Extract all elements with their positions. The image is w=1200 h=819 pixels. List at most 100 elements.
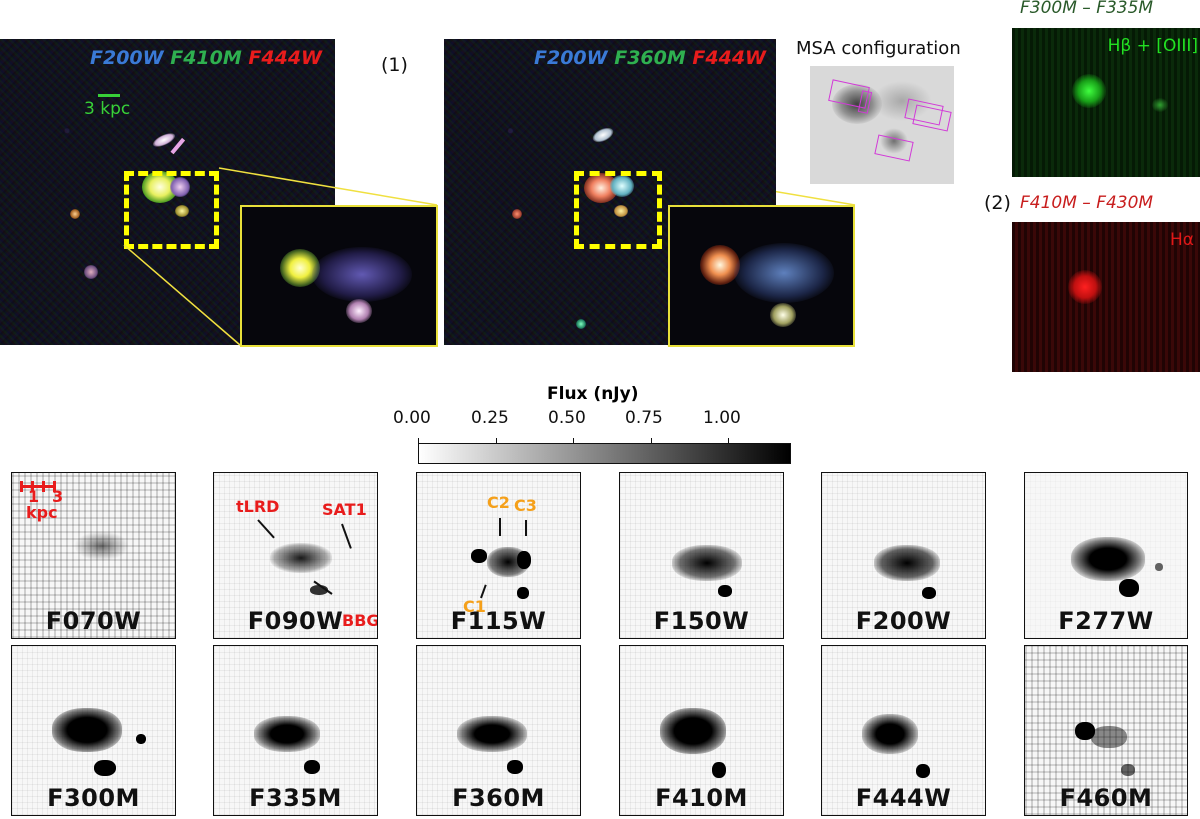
- noise: [1025, 646, 1187, 815]
- tick-label: 1.00: [703, 408, 741, 428]
- tick-mark: [651, 438, 652, 444]
- zoom-inset-2: [668, 205, 855, 347]
- galaxy-companion: [610, 175, 634, 197]
- source: [874, 545, 940, 581]
- source: [74, 531, 129, 561]
- extended-emission: [312, 247, 412, 302]
- scale-bar-label: 3 kpc: [84, 99, 131, 119]
- cutout-F335M: F335M: [213, 645, 378, 816]
- emission-map-hbeta-oiii: Hβ + [OIII]: [1012, 28, 1200, 177]
- scale-tick-3: 3: [52, 487, 64, 506]
- source: [52, 708, 122, 752]
- filter-label: F444W: [855, 784, 952, 812]
- field-source: [84, 265, 98, 279]
- emission-source: [1072, 74, 1106, 108]
- annotation-C1: C1: [463, 597, 486, 616]
- source: [254, 716, 320, 752]
- arrow-icon: [499, 518, 501, 536]
- bbg-source: [712, 762, 726, 778]
- annotation-tLRD: tLRD: [236, 497, 280, 516]
- cutout-F300M: F300M: [11, 645, 176, 816]
- cutout-F444W: F444W: [821, 645, 986, 816]
- bbg-source: [718, 585, 732, 597]
- colorbar: [418, 438, 791, 464]
- emission-map-halpha: Hα: [1012, 222, 1200, 372]
- filter-blue: F200W: [534, 47, 608, 69]
- tLRD-source: [700, 245, 740, 285]
- emission-title-green: F300M – F335M: [1020, 0, 1154, 18]
- bbg-source: [94, 760, 116, 776]
- cutout-F090W: tLRD SAT1 BBG F090W: [213, 472, 378, 639]
- extended-emission: [734, 243, 834, 303]
- emission-title-red: F410M – F430M: [1020, 193, 1154, 213]
- cutout-F360M: F360M: [416, 645, 581, 816]
- field-source: [576, 319, 586, 329]
- filter-label: F070W: [45, 607, 142, 635]
- tick-label: 0.25: [471, 408, 509, 428]
- tick-label: 0.00: [393, 408, 431, 428]
- colorbar-ticks: 0.00 0.25 0.50 0.75 1.00: [380, 408, 820, 432]
- filter-label: F410M: [655, 784, 748, 812]
- scale-unit: kpc: [26, 503, 58, 522]
- msa-slit: [912, 104, 952, 132]
- filter-label: F460M: [1059, 784, 1153, 812]
- scale-bar-line: [98, 94, 120, 97]
- emission-source: [1068, 270, 1102, 304]
- source: [660, 708, 726, 754]
- rgb-image-panel-1: F200W F410M F444W 3 kpc: [0, 39, 335, 345]
- source: [862, 714, 918, 754]
- emission-line-label: Hβ + [OIII]: [1107, 36, 1198, 56]
- source: [672, 545, 742, 581]
- annotation-C2: C2: [487, 493, 510, 512]
- galaxy-companion: [170, 177, 190, 197]
- zoom-region-box: [574, 171, 662, 249]
- cutout-F410M: F410M: [619, 645, 784, 816]
- sat1-source: [136, 734, 146, 744]
- tick-mark: [418, 438, 419, 444]
- scale-bar-icon: [20, 481, 56, 492]
- field-source: [512, 209, 522, 219]
- source-faint: [1091, 726, 1127, 748]
- tick-mark: [728, 438, 729, 444]
- msa-source: [872, 81, 932, 121]
- panel-label-2: (2): [984, 192, 1011, 214]
- tick-label: 0.75: [625, 408, 663, 428]
- filter-green: F360M: [614, 47, 686, 69]
- bbg-source: [507, 760, 523, 774]
- bbg-source: [922, 587, 936, 599]
- cutout-F200W: F200W: [821, 472, 986, 639]
- msa-configuration-image: [810, 66, 954, 184]
- tick-mark: [573, 438, 574, 444]
- arrow-icon: [525, 520, 527, 536]
- cutout-F115W: C2 C3 C1 F115W: [416, 472, 581, 639]
- source-c1: [471, 549, 487, 563]
- source: [270, 543, 332, 573]
- annotation-BBG: BBG: [342, 611, 378, 630]
- bbg-source: [1119, 579, 1139, 597]
- annotation-C3: C3: [514, 496, 537, 515]
- tick-label: 0.50: [548, 408, 586, 428]
- bbg-source: [346, 299, 372, 323]
- bbg-source: [517, 587, 529, 599]
- bbg-source: [770, 303, 796, 327]
- filter-label: F335M: [249, 784, 342, 812]
- cutout-F070W: 1 3 kpc F070W: [11, 472, 176, 639]
- filter-label: F277W: [1058, 607, 1154, 635]
- tick-mark: [496, 438, 497, 444]
- filter-legend-2: F200W F360M F444W: [534, 47, 766, 69]
- sat1-source: [1155, 563, 1163, 571]
- bbg-source: [310, 585, 328, 595]
- filter-label: F115W: [450, 607, 547, 635]
- bbg-source: [916, 764, 930, 778]
- galaxy-small: [614, 205, 628, 217]
- source: [1075, 722, 1095, 740]
- annotation-SAT1: SAT1: [322, 500, 367, 519]
- galaxy-small: [175, 205, 189, 217]
- filter-label: F150W: [653, 607, 750, 635]
- source-c3: [517, 551, 531, 569]
- scale-tick-1: 1: [28, 487, 40, 506]
- cutout-F277W: F277W: [1024, 472, 1188, 639]
- filter-label: F360M: [452, 784, 545, 812]
- filter-label: F300M: [47, 784, 140, 812]
- filter-blue: F200W: [90, 47, 164, 69]
